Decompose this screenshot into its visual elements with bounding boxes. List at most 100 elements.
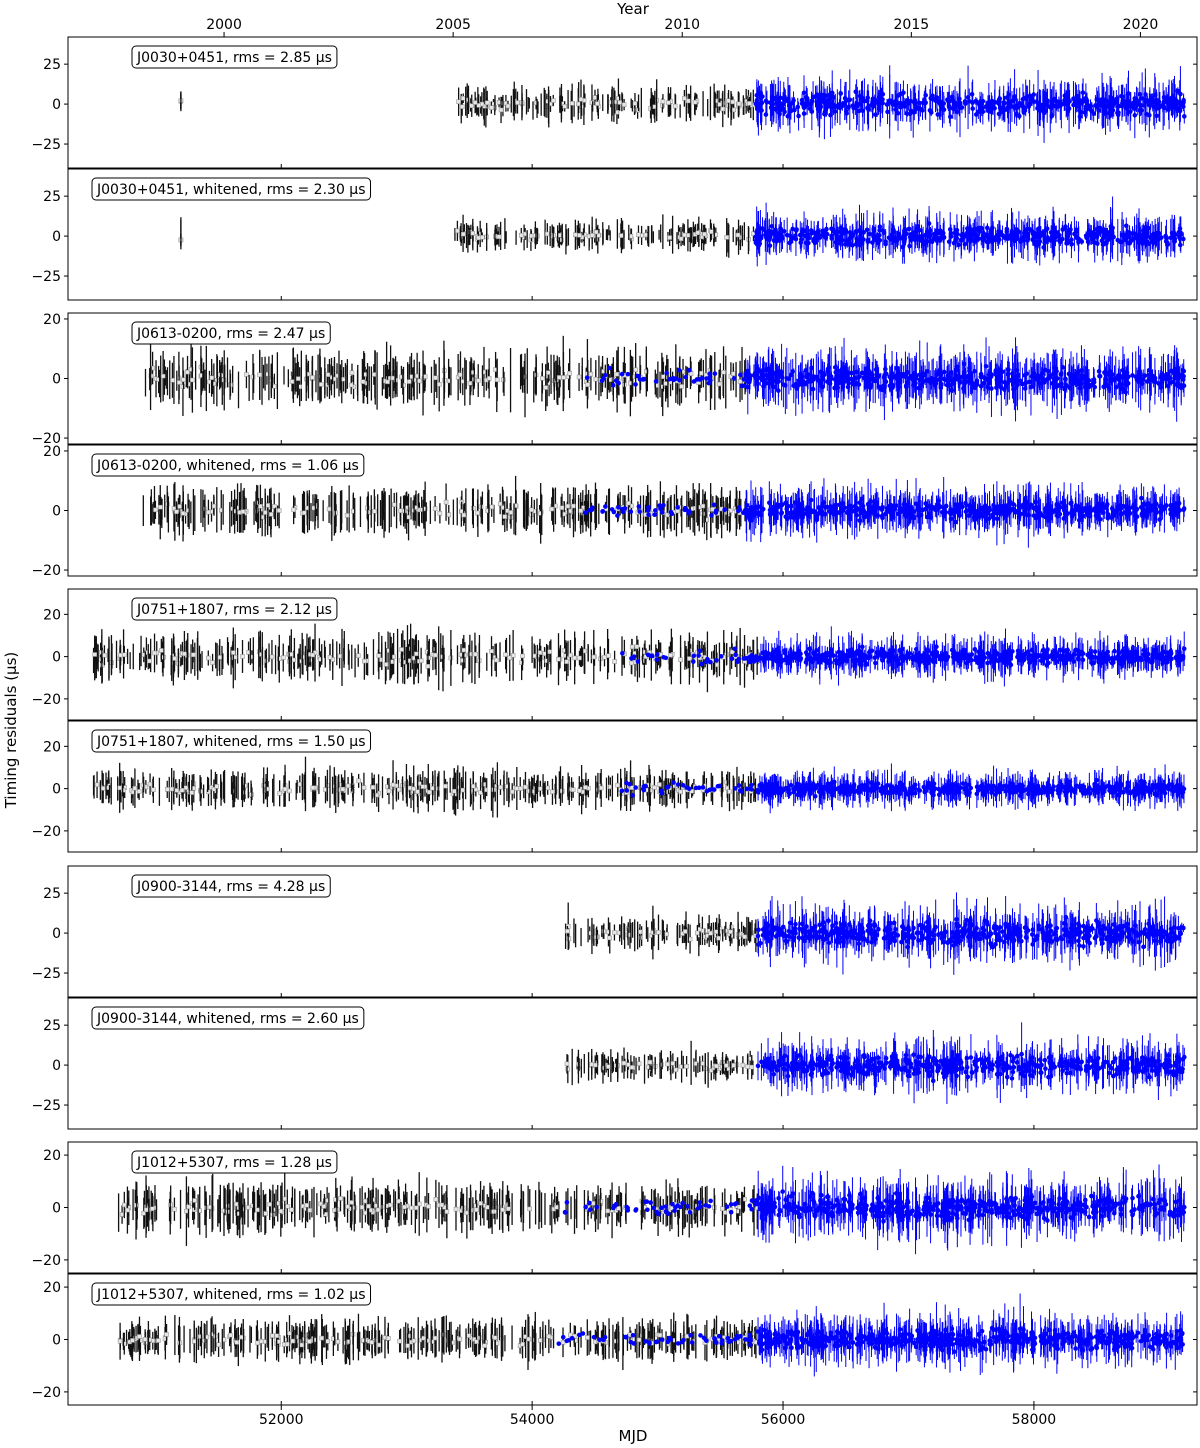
data-point xyxy=(291,507,296,513)
data-point xyxy=(885,109,890,115)
data-point xyxy=(1025,238,1030,243)
data-point xyxy=(1124,370,1130,376)
data-point xyxy=(628,233,634,239)
data-point xyxy=(902,238,907,244)
data-point xyxy=(1137,107,1142,113)
data-point xyxy=(941,107,947,112)
data-point xyxy=(265,503,271,508)
data-point xyxy=(738,372,743,378)
data-point xyxy=(717,377,723,382)
data-point xyxy=(1097,225,1103,231)
data-point xyxy=(861,370,867,376)
data-point xyxy=(788,372,794,378)
panel-data-points xyxy=(178,65,1187,143)
data-point xyxy=(1053,365,1059,371)
data-point xyxy=(929,239,935,245)
data-point xyxy=(769,105,774,111)
data-point xyxy=(1150,239,1156,245)
data-point xyxy=(906,226,912,232)
data-point xyxy=(736,101,742,107)
data-point xyxy=(786,376,792,382)
panel-label-text: J0030+0451, rms = 2.85 μs xyxy=(136,50,332,66)
data-point xyxy=(799,237,804,242)
data-point xyxy=(1037,105,1042,110)
data-point xyxy=(1123,223,1129,229)
data-point xyxy=(677,377,682,383)
data-point xyxy=(1099,238,1105,243)
data-point xyxy=(1008,235,1013,241)
data-point xyxy=(1027,101,1032,107)
data-point xyxy=(209,375,214,381)
data-point xyxy=(990,105,996,111)
panel-frame xyxy=(67,168,1198,301)
data-point xyxy=(1009,230,1015,236)
data-point xyxy=(873,112,878,117)
data-point xyxy=(543,385,548,390)
data-point xyxy=(907,375,913,380)
data-point xyxy=(769,94,775,100)
data-point xyxy=(804,102,810,108)
data-point xyxy=(844,229,849,235)
data-point xyxy=(887,99,893,105)
y-axis-label: Timing residuals (μs) xyxy=(2,652,20,810)
data-point xyxy=(1181,114,1187,119)
data-point xyxy=(724,235,729,240)
data-point xyxy=(1080,90,1086,95)
data-point xyxy=(769,223,775,229)
data-point xyxy=(915,105,921,110)
data-point xyxy=(954,227,960,233)
data-point xyxy=(295,376,301,381)
data-point xyxy=(1145,229,1150,235)
data-point xyxy=(475,378,481,383)
data-point xyxy=(1145,379,1150,384)
data-point xyxy=(850,242,855,248)
data-point xyxy=(939,103,945,109)
data-point xyxy=(1020,381,1025,387)
data-point xyxy=(476,235,481,241)
data-point xyxy=(1014,379,1019,385)
data-point xyxy=(289,379,295,384)
data-point xyxy=(700,503,706,509)
data-point xyxy=(692,99,698,105)
data-point xyxy=(1006,367,1011,372)
data-point xyxy=(1021,110,1027,115)
data-point xyxy=(799,232,805,238)
data-point xyxy=(577,233,582,238)
bottom-axis-label: MJD xyxy=(619,1427,648,1445)
data-point xyxy=(422,374,428,379)
data-point xyxy=(1152,234,1158,239)
data-point xyxy=(632,101,638,106)
data-point xyxy=(1109,230,1115,235)
data-point xyxy=(709,229,714,234)
data-point xyxy=(889,382,895,388)
data-point xyxy=(1042,240,1047,245)
data-point xyxy=(781,382,786,387)
data-point xyxy=(1032,242,1038,247)
data-point xyxy=(1181,236,1186,242)
data-point xyxy=(1178,230,1183,235)
data-point xyxy=(788,108,794,114)
data-point xyxy=(1031,373,1036,379)
data-point xyxy=(957,100,963,106)
data-point xyxy=(824,231,830,237)
data-point xyxy=(571,503,576,509)
data-point xyxy=(909,235,915,241)
data-point xyxy=(996,372,1002,378)
data-point xyxy=(857,241,863,246)
data-point xyxy=(1050,231,1056,236)
data-point xyxy=(773,232,779,238)
data-point xyxy=(699,375,705,381)
data-point xyxy=(878,99,883,105)
data-point xyxy=(436,382,442,387)
data-point xyxy=(433,375,439,381)
data-point xyxy=(1106,104,1112,110)
data-point xyxy=(406,514,411,520)
data-point xyxy=(461,95,466,101)
data-point xyxy=(1017,378,1023,383)
data-point xyxy=(1009,377,1014,383)
data-point xyxy=(185,369,190,375)
data-point xyxy=(948,370,954,375)
data-point xyxy=(969,91,975,97)
data-point xyxy=(767,234,772,240)
data-point xyxy=(595,101,600,106)
